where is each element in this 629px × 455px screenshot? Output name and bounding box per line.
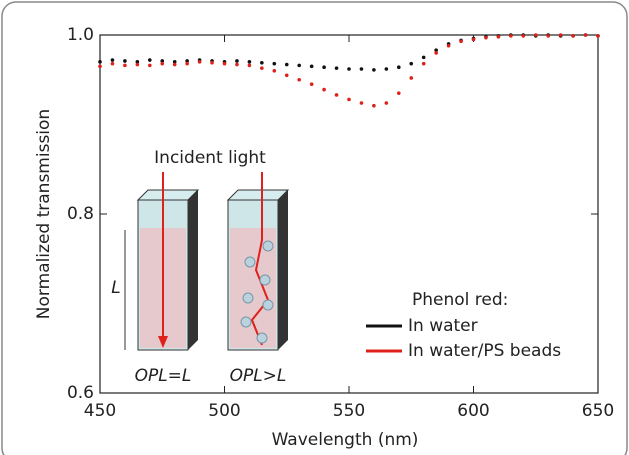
data-point xyxy=(148,58,152,62)
annotation: OPL>L xyxy=(230,366,287,386)
data-point xyxy=(409,61,414,66)
data-point xyxy=(397,91,401,95)
light-ray xyxy=(250,172,270,346)
data-point xyxy=(235,59,239,63)
data-point xyxy=(359,101,364,105)
data-point xyxy=(496,34,501,39)
data-point xyxy=(197,60,202,64)
data-point xyxy=(521,34,526,38)
data-point xyxy=(596,34,600,38)
data-point xyxy=(98,64,102,69)
data-point xyxy=(384,101,389,105)
data-point xyxy=(222,61,227,66)
data-point xyxy=(309,64,314,69)
y-axis-label: Normalized transmission xyxy=(34,109,54,319)
data-point xyxy=(260,60,264,65)
data-point xyxy=(235,62,239,67)
data-point xyxy=(446,43,451,48)
y-tick-label: 0.8 xyxy=(67,204,94,224)
x-axis-label: Wavelength (nm) xyxy=(272,430,419,450)
cuvette-top xyxy=(136,189,200,201)
data-point xyxy=(434,48,438,53)
data-point xyxy=(297,63,302,68)
annotation: L xyxy=(111,278,120,298)
data-point xyxy=(334,66,339,70)
data-point xyxy=(98,60,102,64)
data-point xyxy=(284,73,289,78)
data-point xyxy=(160,59,165,63)
data-point xyxy=(322,87,326,92)
data-point xyxy=(546,34,550,38)
data-point xyxy=(384,67,389,71)
data-point xyxy=(471,37,476,42)
data-point xyxy=(172,60,177,64)
data-point xyxy=(571,34,575,38)
data-point xyxy=(533,33,538,37)
legend-label: In water/PS beads xyxy=(408,341,561,361)
x-tick-label: 550 xyxy=(333,401,365,421)
data-point xyxy=(123,59,127,63)
y-tick-label: 0.6 xyxy=(67,383,94,403)
data-point xyxy=(509,34,513,38)
x-tick-label: 450 xyxy=(84,401,116,421)
y-tick-label: 1.0 xyxy=(67,25,94,45)
data-point xyxy=(421,55,426,60)
data-point xyxy=(434,51,438,55)
legend-label: In water xyxy=(408,316,478,336)
legend-title: Phenol red: xyxy=(412,290,508,310)
cuvette-side xyxy=(278,190,288,350)
data-point xyxy=(409,76,414,80)
inset: Incident light L OPL=L OPL>L xyxy=(111,148,290,386)
data-point xyxy=(260,66,264,70)
data-point xyxy=(284,62,289,67)
x-tick-label: 650 xyxy=(582,401,614,421)
data-point xyxy=(247,60,252,64)
data-point xyxy=(185,59,189,63)
data-point xyxy=(123,63,127,68)
x-tick-label: 600 xyxy=(457,401,489,421)
arrow-head xyxy=(158,336,168,348)
x-tick-label: 500 xyxy=(208,401,240,421)
annotation: OPL=L xyxy=(135,366,192,386)
data-point xyxy=(359,67,364,71)
annotation: Incident light xyxy=(154,148,266,168)
data-point xyxy=(334,93,339,97)
data-point xyxy=(135,60,140,64)
data-point xyxy=(110,58,115,62)
data-point xyxy=(272,61,277,66)
data-point xyxy=(172,62,177,67)
data-point xyxy=(210,60,214,65)
data-point xyxy=(309,82,314,87)
data-point xyxy=(297,77,302,82)
data-point xyxy=(148,63,152,68)
data-point xyxy=(347,67,351,71)
data-point xyxy=(347,97,351,102)
cuvette-top xyxy=(226,189,290,201)
beads xyxy=(240,240,274,344)
data-point xyxy=(558,33,563,37)
data-point xyxy=(421,61,426,66)
data-point xyxy=(110,61,115,66)
data-point xyxy=(397,65,401,70)
data-point xyxy=(459,39,463,44)
data-point xyxy=(272,69,277,73)
data-point xyxy=(583,33,588,37)
cuvette-side xyxy=(188,190,198,350)
data-point xyxy=(160,61,165,66)
data-point xyxy=(185,61,189,66)
data-point xyxy=(135,62,140,67)
data-point xyxy=(247,63,252,68)
data-point xyxy=(372,68,376,72)
data-point xyxy=(322,65,326,70)
data-point xyxy=(484,35,488,40)
data-point xyxy=(372,103,376,108)
